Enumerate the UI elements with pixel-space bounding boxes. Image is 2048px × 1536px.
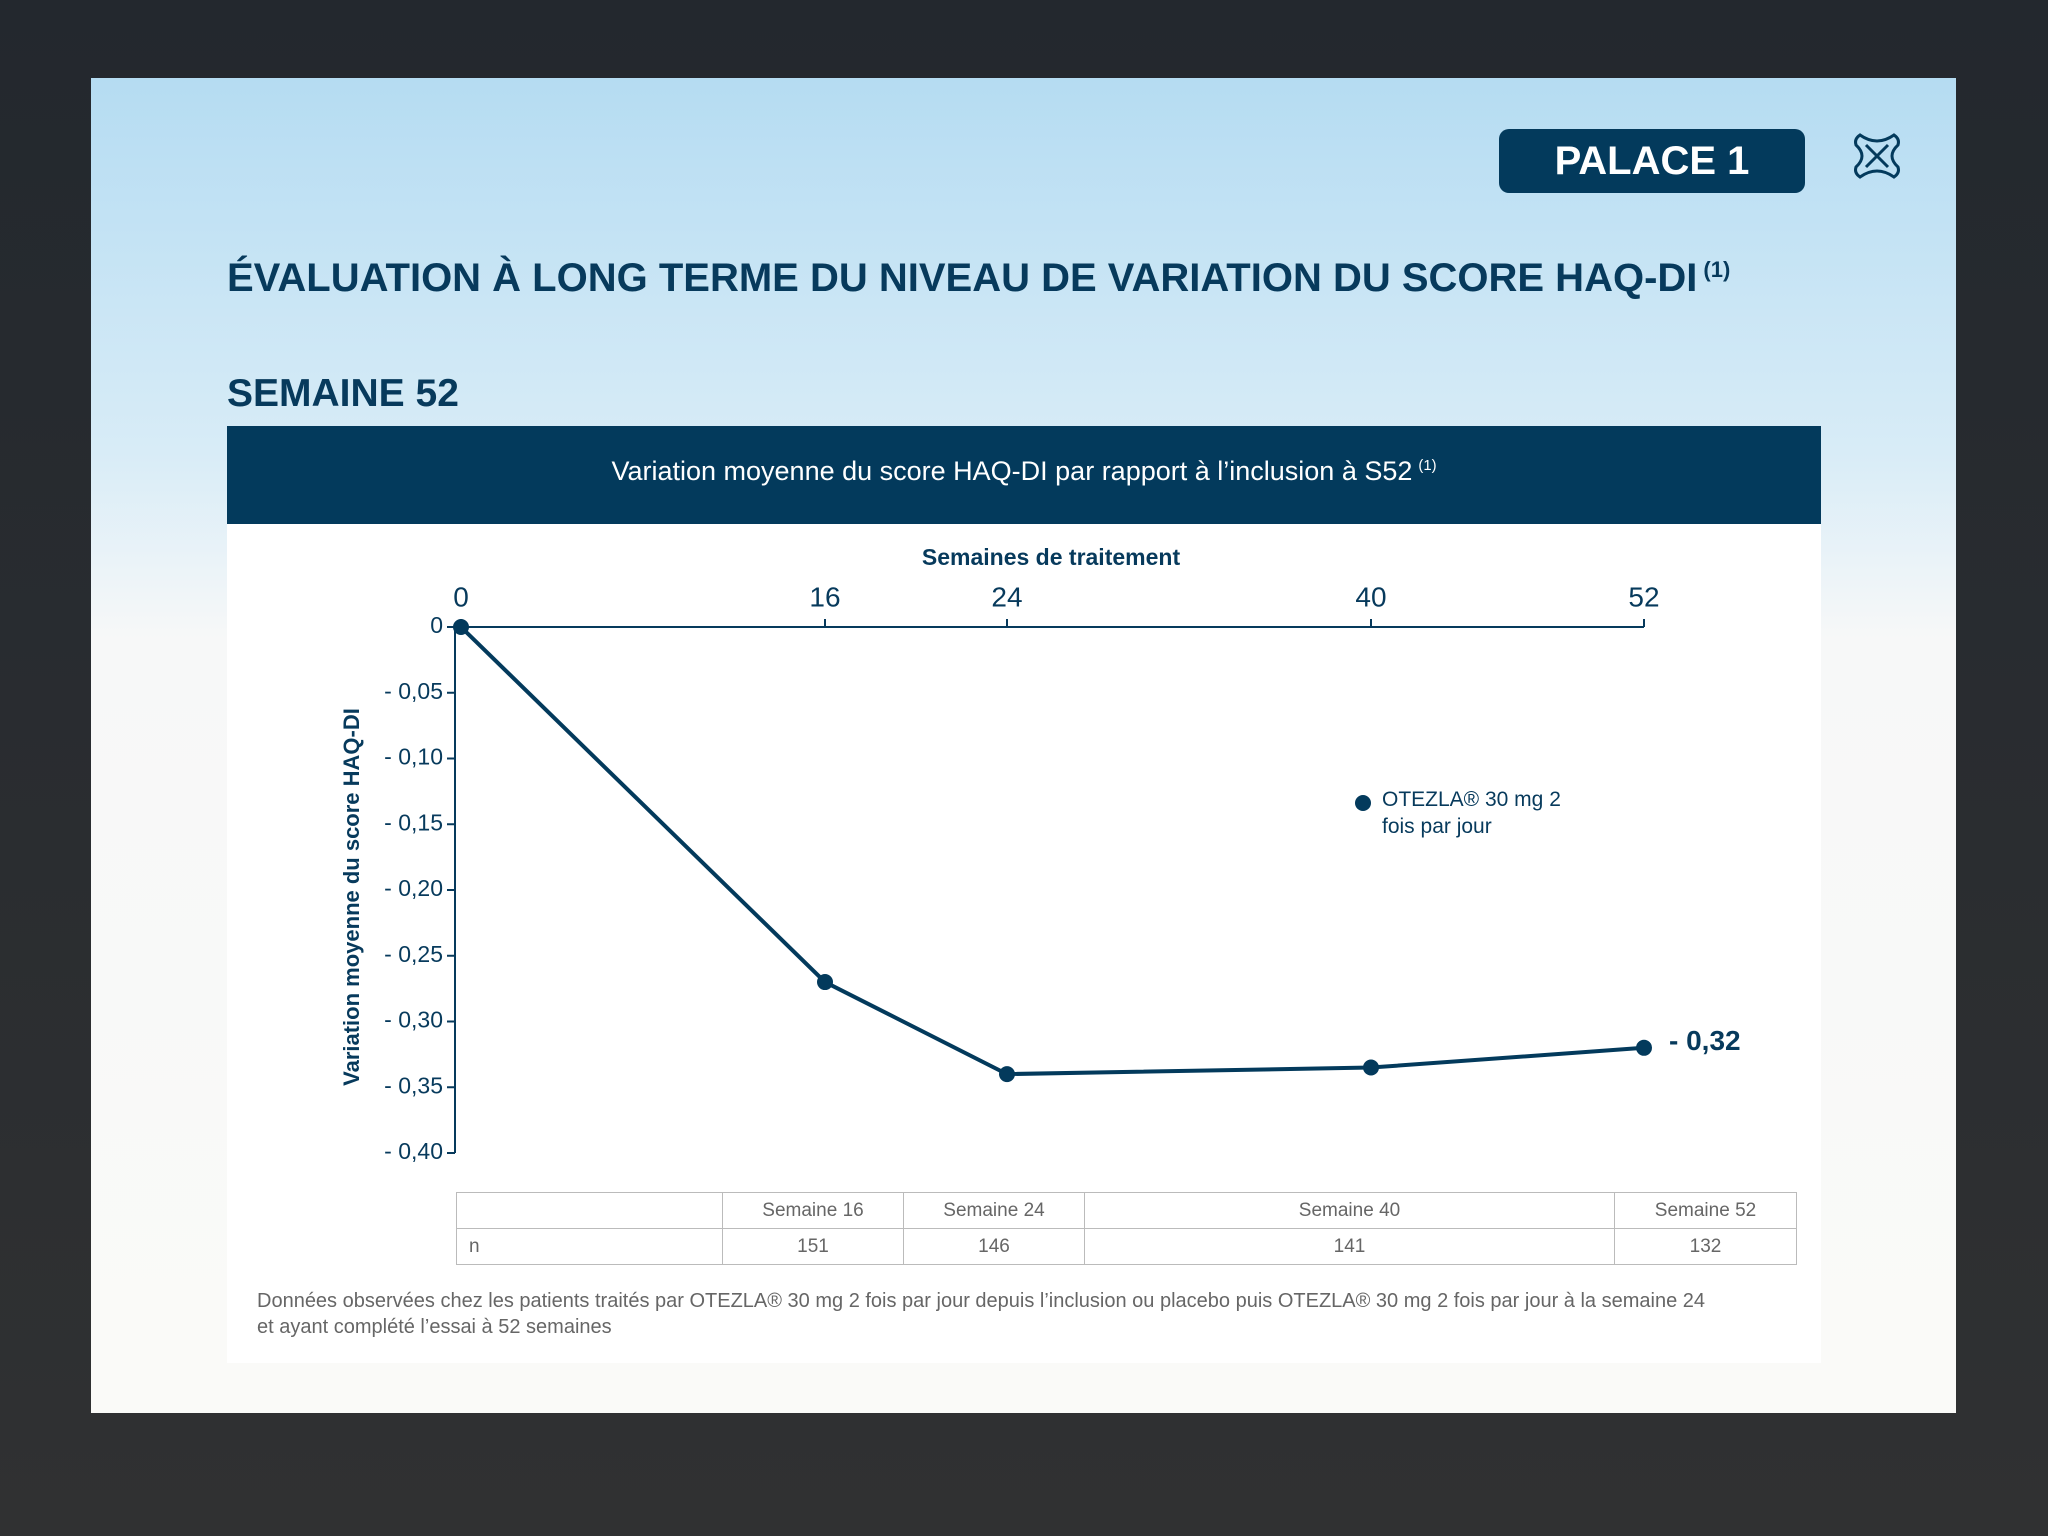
data-point [1636,1039,1652,1056]
y-tick-label: - 0,05 [384,678,443,704]
chart-title-text: Variation moyenne du score HAQ-DI par ra… [611,456,1413,486]
x-tick-label: 24 [991,581,1022,612]
y-axis-title: Variation moyenne du score HAQ-DI [339,708,364,1086]
y-tick-label: 0 [430,612,443,638]
footnote-line: et ayant complété l’essai à 52 semaines [257,1316,612,1338]
y-tick-label: - 0,25 [384,941,443,967]
y-tick-label: - 0,20 [384,875,443,901]
legend-marker [1355,795,1371,811]
x-tick-label: 0 [453,581,469,612]
subtitle: SEMAINE 52 [227,372,459,415]
table-header-row: Semaine 16 Semaine 24 Semaine 40 Semaine… [456,1192,1797,1229]
chart-header [227,426,1821,524]
table-cell [456,1192,723,1229]
title-text: ÉVALUATION À LONG TERME DU NIVEAU DE VAR… [227,256,1698,300]
footnote-line: Données observées chez les patients trai… [257,1290,1705,1312]
x-tick-label: 16 [809,581,840,612]
y-tick-label: - 0,40 [384,1138,443,1164]
series-line [459,625,1645,1077]
page-title: ÉVALUATION À LONG TERME DU NIVEAU DE VAR… [227,256,1730,301]
x-tick-label: 52 [1628,581,1659,612]
title-ref: (1) [1703,256,1731,282]
data-point [817,974,833,991]
table-header: Semaine 40 [1084,1192,1615,1229]
table-header: Semaine 24 [903,1192,1085,1229]
table-header: Semaine 16 [722,1192,904,1229]
study-badge: PALACE 1 [1499,129,1805,193]
data-point [999,1066,1015,1083]
y-tick-label: - 0,30 [384,1007,443,1033]
table-header: Semaine 52 [1614,1192,1797,1229]
legend-label: OTEZLA® 30 mg 2 fois par jour [1382,788,1561,838]
close-button[interactable] [1850,129,1904,183]
value-label: - 0,32 [1669,1025,1741,1056]
table-cell: 151 [722,1228,904,1265]
table-cell: 132 [1614,1228,1797,1265]
y-tick-label: - 0,15 [384,809,443,835]
n-table: Semaine 16 Semaine 24 Semaine 40 Semaine… [456,1192,1797,1265]
y-tick-label: - 0,35 [384,1072,443,1098]
table-cell: 141 [1084,1228,1615,1265]
y-tick-label: - 0,10 [384,744,443,770]
row-label: n [456,1228,723,1265]
chart-title: Variation moyenne du score HAQ-DI par ra… [227,456,1821,487]
table-row: n 151 146 141 132 [456,1228,1797,1265]
data-point [453,619,469,635]
x-tick-label: 40 [1355,581,1386,612]
chart-title-ref: (1) [1418,458,1437,474]
x-axis-title: Semaines de traitement [922,544,1181,570]
footnote: Données observées chez les patients trai… [257,1288,1817,1340]
data-point [1363,1059,1379,1076]
table-cell: 146 [903,1228,1085,1265]
